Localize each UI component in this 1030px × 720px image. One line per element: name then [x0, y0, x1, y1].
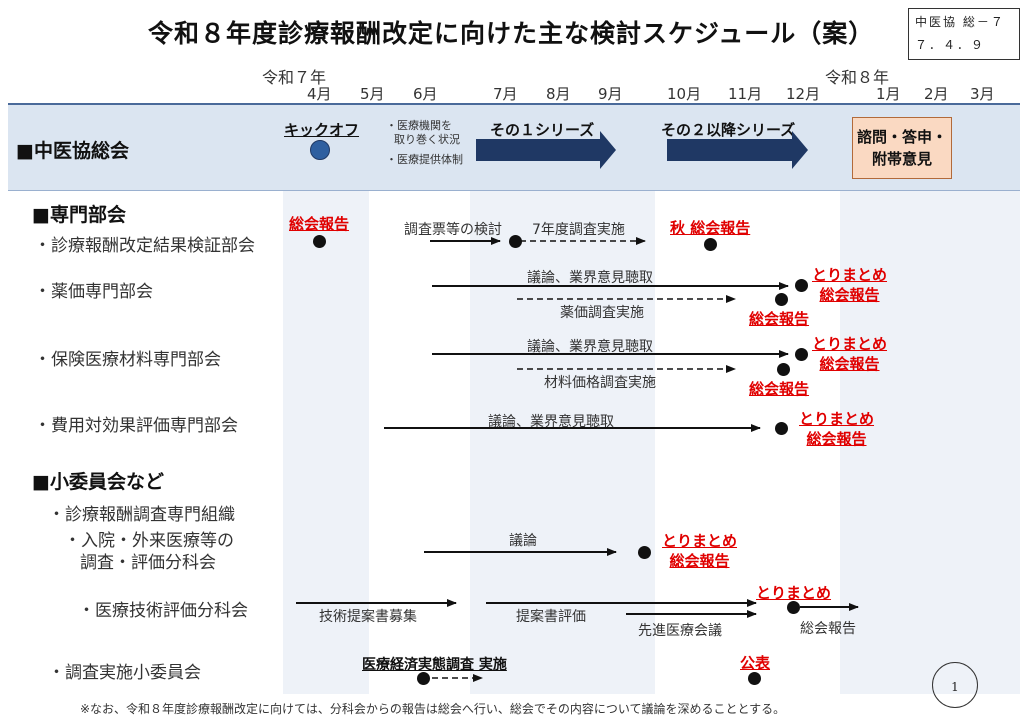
senmon-header: ■専門部会 — [32, 204, 126, 226]
chosa-committee-name: ・調査実施小委員会 — [48, 663, 201, 683]
chosa-label: 医療経済実態調査 実施 — [362, 657, 507, 673]
nyuin-label: 議論 — [509, 533, 537, 549]
hiyou-label: 議論、業界意見聴取 — [488, 414, 614, 430]
page-number: 1 — [932, 662, 978, 708]
kensho-step1-label: 調査票等の検討 — [404, 222, 502, 238]
kickoff-note-line1: ・医療機関を — [386, 119, 452, 132]
yakka-summary: とりまとめ 総会報告 — [812, 265, 887, 305]
hoken-report: 総会報告 — [749, 380, 810, 398]
yakka-top-label: 議論、業界意見聴取 — [527, 270, 653, 286]
era-label-next: 令和８年 — [825, 68, 890, 87]
nyuin-marker — [638, 546, 651, 559]
kensho-step2-label: 7年度調査実施 — [532, 222, 625, 238]
yakka-bottom-label: 薬価調査実施 — [560, 305, 644, 321]
hoken-committee-name: ・保険医療材料専門部会 — [34, 350, 221, 370]
month-jan: 1月 — [876, 85, 901, 103]
chuikyo-row-rule — [8, 190, 1020, 191]
nyuin-summary-line1: とりまとめ — [662, 532, 738, 550]
gijutsu-step2-label: 提案書評価 — [516, 609, 586, 625]
kensho-marker-1 — [313, 235, 326, 248]
month-feb: 2月 — [924, 85, 949, 103]
kensho-marker-2 — [509, 235, 522, 248]
column-band-jul-sep — [470, 104, 655, 694]
gijutsu-marker — [787, 601, 800, 614]
final-decision-box: 諮問・答申・ 附帯意見 — [852, 117, 952, 179]
shoiinkai-header: ■小委員会など — [32, 471, 164, 493]
month-may: 5月 — [360, 85, 385, 103]
hiyou-summary: とりまとめ 総会報告 — [799, 409, 874, 449]
hoken-summary-line2: 総会報告 — [819, 355, 880, 373]
month-dec: 12月 — [786, 85, 821, 103]
column-band-apr — [283, 104, 369, 694]
column-band-jan-mar — [840, 104, 1020, 694]
nyuin-name-line2: 調査・評価分科会 — [80, 553, 216, 573]
kickoff-marker — [310, 140, 330, 160]
month-oct: 10月 — [667, 85, 702, 103]
kickoff-notes: ・医療機関を 取り巻く状況 ・医療提供体制 — [386, 116, 463, 170]
hoken-marker-top — [795, 348, 808, 361]
hiyou-summary-line2: 総会報告 — [806, 430, 867, 448]
chuikyo-header: ■中医協総会 — [16, 140, 129, 162]
chosa-marker-start — [417, 672, 430, 685]
header-rule — [8, 103, 1020, 105]
page-title: 令和８年度診療報酬改定に向けた主な検討スケジュール（案） — [148, 19, 875, 48]
kensho-committee-name: ・診療報酬改定結果検証部会 — [34, 236, 255, 256]
month-mar: 3月 — [970, 85, 995, 103]
footer-note: ※なお、令和８年度診療報酬改定に向けては、分科会からの報告は総会へ行い、総会でそ… — [80, 702, 786, 716]
yakka-report: 総会報告 — [749, 310, 810, 328]
yakka-summary-line2: 総会報告 — [819, 286, 880, 304]
kensho-report-1: 総会報告 — [289, 215, 350, 233]
document-number: 中医協 総－７ ７．４．９ — [908, 8, 1020, 60]
gijutsu-report: 総会報告 — [800, 621, 856, 637]
gijutsu-step1-label: 技術提案書募集 — [319, 609, 417, 625]
chosa-marker-end — [748, 672, 761, 685]
hoken-summary: とりまとめ 総会報告 — [812, 334, 887, 374]
nyuin-summary: とりまとめ 総会報告 — [662, 531, 737, 571]
kensho-marker-3 — [704, 238, 717, 251]
document-number-line1: 中医協 総－７ — [915, 15, 1005, 29]
month-apr: 4月 — [307, 85, 332, 103]
hoken-bottom-label: 材料価格調査実施 — [544, 375, 656, 391]
hoken-marker-bottom — [777, 363, 790, 376]
kickoff-note-line3: ・医療提供体制 — [386, 153, 463, 166]
series1-label: その１シリーズ — [490, 121, 595, 139]
hoken-top-label: 議論、業界意見聴取 — [527, 339, 653, 355]
document-number-line2: ７．４．９ — [915, 38, 986, 52]
yakka-summary-line1: とりまとめ — [812, 266, 888, 284]
month-sep: 9月 — [598, 85, 623, 103]
gijutsu-step3-label: 先進医療会議 — [638, 623, 722, 639]
kickoff-note-line2: 取り巻く状況 — [394, 133, 460, 146]
hiyou-committee-name: ・費用対効果評価専門部会 — [34, 416, 238, 436]
chosa-publish: 公表 — [740, 654, 771, 672]
series2-label: その２以降シリーズ — [661, 121, 796, 139]
month-jul: 7月 — [493, 85, 518, 103]
gijutsu-summary: とりまとめ — [756, 584, 832, 602]
nyuin-committee-name: ・入院・外来医療等の 調査・評価分科会 — [64, 530, 234, 574]
hiyou-marker — [775, 422, 788, 435]
nyuin-name-line1: ・入院・外来医療等の — [64, 531, 234, 551]
month-jun: 6月 — [413, 85, 438, 103]
final-box-line1: 諮問・答申・ — [856, 128, 947, 146]
soshiki-name: ・診療報酬調査専門組織 — [48, 505, 235, 525]
kickoff-label: キックオフ — [284, 121, 360, 139]
hiyou-summary-line1: とりまとめ — [799, 410, 875, 428]
hoken-summary-line1: とりまとめ — [812, 335, 888, 353]
nyuin-summary-line2: 総会報告 — [669, 552, 730, 570]
gijutsu-committee-name: ・医療技術評価分科会 — [78, 601, 248, 621]
yakka-marker-top — [795, 279, 808, 292]
era-label-start: 令和７年 — [262, 68, 327, 87]
yakka-committee-name: ・薬価専門部会 — [34, 282, 153, 302]
month-aug: 8月 — [546, 85, 571, 103]
month-nov: 11月 — [728, 85, 763, 103]
final-box-line2: 附帯意見 — [871, 150, 932, 168]
yakka-marker-bottom — [775, 293, 788, 306]
kensho-report-2: 秋 総会報告 — [670, 219, 751, 237]
